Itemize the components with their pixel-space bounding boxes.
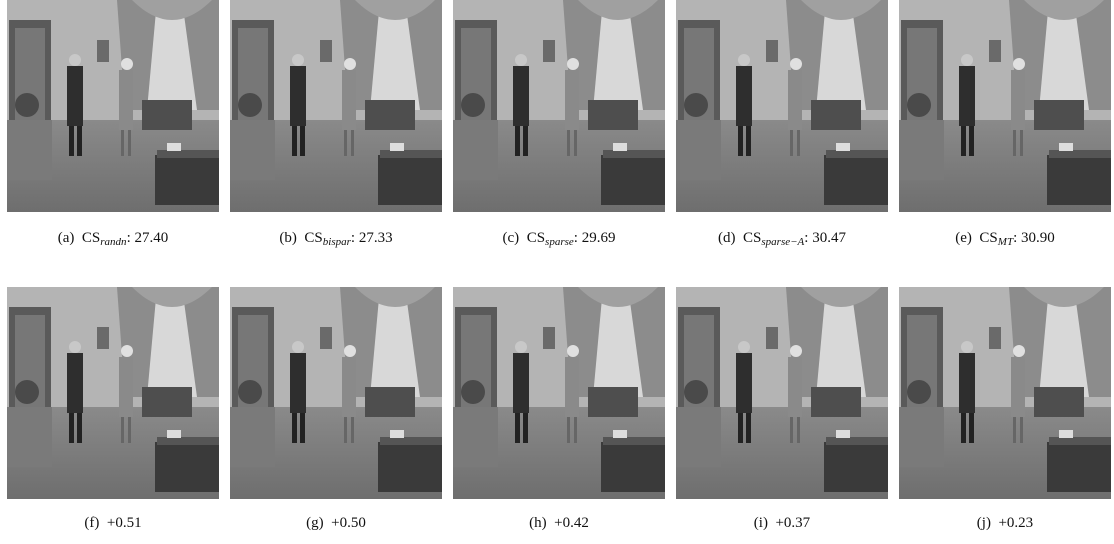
method: CS xyxy=(527,230,545,246)
method-subscript: sparse xyxy=(545,236,574,248)
caption-label: (b) xyxy=(279,230,297,246)
caption-label: (f) xyxy=(84,515,99,531)
score: : 30.90 xyxy=(1013,230,1055,246)
caption-label: (c) xyxy=(503,230,520,246)
score: : 29.69 xyxy=(574,230,616,246)
score: : 27.33 xyxy=(351,230,393,246)
method: CS xyxy=(743,230,761,246)
photo xyxy=(453,0,665,212)
panel: (d) CSsparse−A: 30.47 xyxy=(676,0,888,212)
score: +0.23 xyxy=(998,515,1033,531)
panel: (f) +0.51 xyxy=(7,287,219,499)
panel: (c) CSsparse: 29.69 xyxy=(453,0,665,212)
panel: (e) CSMT: 30.90 xyxy=(899,0,1111,212)
method-subscript: MT xyxy=(998,236,1013,248)
photo xyxy=(676,287,888,499)
photo xyxy=(453,287,665,499)
photo xyxy=(230,0,442,212)
method-subscript: randn xyxy=(100,236,126,248)
method: CS xyxy=(979,230,997,246)
figure: (a) CSrandn: 27.40(b) CSbispar: 27.33(c)… xyxy=(0,0,1114,544)
score: +0.42 xyxy=(554,515,589,531)
panel: (i) +0.37 xyxy=(676,287,888,499)
panel: (g) +0.50 xyxy=(230,287,442,499)
method-subscript: sparse−A xyxy=(761,236,804,248)
caption: (j) +0.23 xyxy=(869,515,1114,532)
score: +0.51 xyxy=(107,515,142,531)
caption-label: (e) xyxy=(955,230,972,246)
caption-label: (d) xyxy=(718,230,736,246)
caption-label: (g) xyxy=(306,515,324,531)
photo xyxy=(899,287,1111,499)
caption-label: (a) xyxy=(58,230,75,246)
panel: (h) +0.42 xyxy=(453,287,665,499)
method-subscript: bispar xyxy=(323,236,351,248)
caption-label: (i) xyxy=(754,515,768,531)
photo xyxy=(899,0,1111,212)
photo xyxy=(676,0,888,212)
score: +0.37 xyxy=(775,515,810,531)
score: +0.50 xyxy=(331,515,366,531)
caption-label: (j) xyxy=(977,515,991,531)
panel: (j) +0.23 xyxy=(899,287,1111,499)
caption-label: (h) xyxy=(529,515,547,531)
photo xyxy=(230,287,442,499)
panel: (b) CSbispar: 27.33 xyxy=(230,0,442,212)
photo xyxy=(7,287,219,499)
method: CS xyxy=(82,230,100,246)
score: : 30.47 xyxy=(804,230,846,246)
score: : 27.40 xyxy=(127,230,169,246)
caption: (e) CSMT: 30.90 xyxy=(869,230,1114,248)
panel: (a) CSrandn: 27.40 xyxy=(7,0,219,212)
photo xyxy=(7,0,219,212)
method: CS xyxy=(304,230,322,246)
